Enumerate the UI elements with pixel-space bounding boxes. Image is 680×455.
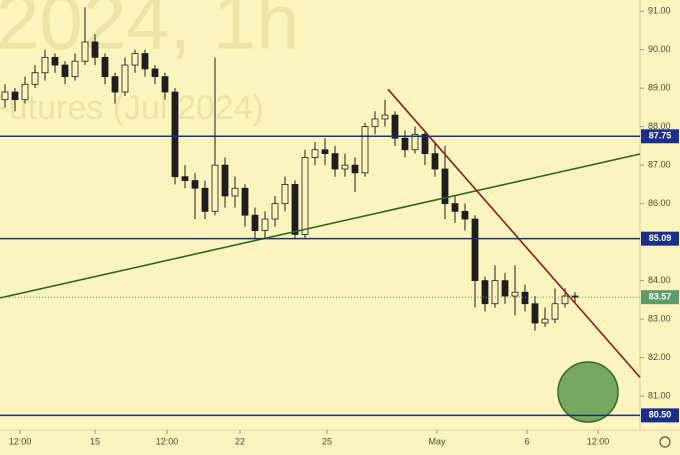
x-tick-label: 22 xyxy=(235,436,245,446)
candle-body xyxy=(251,214,259,231)
candle-body xyxy=(451,203,459,212)
x-tick-label: 12:00 xyxy=(9,436,32,446)
candle-body xyxy=(131,53,139,66)
trend-line xyxy=(387,88,641,378)
candle-body xyxy=(541,318,549,324)
candle-body xyxy=(31,72,39,85)
level-label: 87.75 xyxy=(649,131,672,141)
candle-body xyxy=(491,280,499,305)
x-tick-label: 25 xyxy=(322,436,332,446)
watermark-subtitle: Futures (Jul 2024) xyxy=(0,89,264,127)
candle-body xyxy=(141,53,149,70)
level-label-box xyxy=(641,231,679,246)
candle-body xyxy=(371,118,379,128)
candle-body xyxy=(351,164,359,174)
candle-body xyxy=(551,303,559,320)
last-price-box xyxy=(641,290,679,305)
level-label: 85.09 xyxy=(649,233,672,243)
x-tick-label: May xyxy=(428,436,446,446)
watermark-title: 2024, 1h xyxy=(0,0,300,66)
candle-body xyxy=(171,91,179,178)
level-label: 80.50 xyxy=(649,410,672,420)
candle-body xyxy=(311,149,319,158)
candle-body xyxy=(231,187,239,197)
candle-body xyxy=(21,83,29,101)
candle-body xyxy=(261,218,269,231)
y-tick-label: 83.00 xyxy=(648,314,671,324)
last-price-label: 83.57 xyxy=(649,292,672,302)
candle-body xyxy=(341,164,349,170)
target-circle xyxy=(557,361,619,423)
candle-body xyxy=(391,114,399,139)
candle-body xyxy=(521,291,529,305)
candle-body xyxy=(281,183,289,205)
candle-body xyxy=(461,210,469,220)
y-tick-label: 81.00 xyxy=(648,390,671,400)
candle-body xyxy=(271,203,279,220)
candle-body xyxy=(401,137,409,151)
y-tick-label: 84.00 xyxy=(648,275,671,285)
candle-body xyxy=(121,64,129,93)
candle-body xyxy=(501,280,509,297)
candle-body xyxy=(41,56,49,74)
candle-body xyxy=(151,68,159,78)
candle-body xyxy=(221,164,229,197)
candle-body xyxy=(301,157,309,235)
candle-body xyxy=(471,218,479,282)
candle-body xyxy=(291,183,299,235)
y-tick-label: 90.00 xyxy=(648,44,671,54)
candle-body xyxy=(51,56,59,66)
candle-body xyxy=(561,295,569,305)
candle-body xyxy=(481,280,489,305)
x-tick-label: 15 xyxy=(90,436,100,446)
y-tick-label: 87.00 xyxy=(648,160,671,170)
candle-body xyxy=(161,76,169,93)
candle-body xyxy=(441,168,449,205)
x-tick-label: 6 xyxy=(524,436,529,446)
candle-body xyxy=(511,291,519,297)
candle-body xyxy=(71,60,79,78)
candle-body xyxy=(61,64,69,78)
candle-body xyxy=(381,114,389,120)
y-tick-label: 88.00 xyxy=(648,121,671,131)
candle-body xyxy=(1,91,9,101)
y-tick-label: 89.00 xyxy=(648,83,671,93)
trend-line xyxy=(0,153,641,299)
candle-body xyxy=(211,164,219,212)
candle-body xyxy=(411,133,419,151)
settings-icon[interactable] xyxy=(659,436,671,448)
y-tick-label: 86.00 xyxy=(648,198,671,208)
x-tick-label: 12:00 xyxy=(587,436,610,446)
y-tick-label: 82.00 xyxy=(648,352,671,362)
level-label-box xyxy=(641,129,679,144)
candle-body xyxy=(11,91,19,101)
y-tick-label: 91.00 xyxy=(648,6,671,16)
candle-body xyxy=(331,153,339,170)
candle-body xyxy=(531,303,539,324)
level-label-box xyxy=(641,408,679,423)
candle-body xyxy=(321,149,329,154)
x-tick-label: 12:00 xyxy=(156,436,179,446)
candle-body xyxy=(571,295,579,298)
candle-body xyxy=(361,126,369,174)
candle-body xyxy=(101,56,109,78)
candle-body xyxy=(431,153,439,170)
candle-body xyxy=(91,41,99,58)
candle-body xyxy=(241,187,249,216)
candle-body xyxy=(191,180,199,189)
candle-body xyxy=(201,187,209,212)
candle-body xyxy=(421,133,429,154)
candle-body xyxy=(111,76,119,93)
candle-body xyxy=(81,41,89,62)
candle-body xyxy=(181,176,189,181)
